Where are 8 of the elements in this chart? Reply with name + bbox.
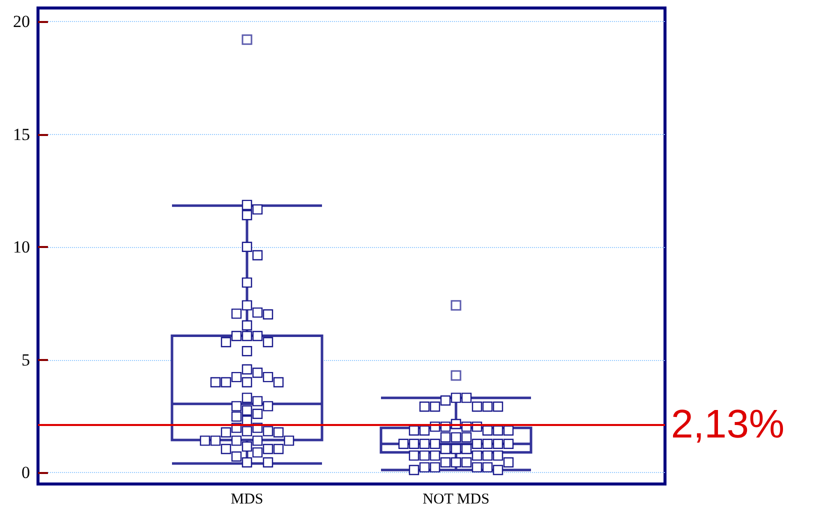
y-tick-label: 20 [13,12,30,32]
y-tick-label: 0 [22,463,30,482]
x-tick-label: NOT MDS [422,492,490,508]
y-tick-label: 5 [22,350,30,370]
y-tick-label: 15 [13,124,30,144]
x-tick-label: MDS [230,492,264,508]
y-tick-label: 10 [13,238,30,257]
ref-line-label: 2,13% [671,402,784,447]
